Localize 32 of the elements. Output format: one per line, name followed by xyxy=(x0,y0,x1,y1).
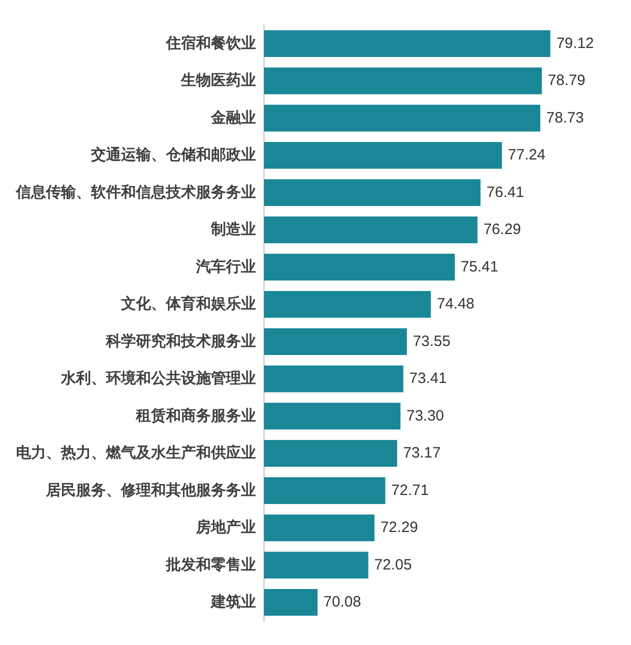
y-tick-label: 住宿和餐饮业 xyxy=(165,34,256,52)
data-label: 72.29 xyxy=(380,519,418,536)
y-tick-label: 租赁和商务服务业 xyxy=(135,406,256,424)
data-label: 73.41 xyxy=(409,370,447,388)
y-tick-label: 信息传输、软件和信息技术服务务业 xyxy=(15,184,256,201)
y-tick-label: 电力、热力、燃气及水生产和供应业 xyxy=(16,444,256,462)
data-label: 76.41 xyxy=(486,184,524,201)
data-label: 73.30 xyxy=(406,407,444,424)
data-label: 72.05 xyxy=(374,556,412,574)
data-label: 76.29 xyxy=(483,221,522,238)
y-tick-label: 文化、体育和娱乐业 xyxy=(120,294,256,313)
data-label: 74.48 xyxy=(436,296,474,313)
data-label: 77.24 xyxy=(508,146,546,164)
data-label: 78.73 xyxy=(546,109,584,126)
y-tick-label: 水利、环境和公共设施管理业 xyxy=(60,369,256,388)
data-label: 70.08 xyxy=(324,594,362,611)
data-label: 75.41 xyxy=(460,258,498,276)
y-tick-label: 房地产业 xyxy=(195,518,256,536)
y-tick-label: 制造业 xyxy=(210,221,256,238)
y-tick-label: 建筑业 xyxy=(210,594,256,611)
data-label: 73.17 xyxy=(403,444,441,462)
y-tick-label: 生物医药业 xyxy=(180,72,256,90)
y-tick-label: 交通运输、仓储和邮政业 xyxy=(90,146,256,164)
data-label: 78.79 xyxy=(548,72,586,90)
data-label: 72.71 xyxy=(391,482,429,499)
y-tick-label: 汽车行业 xyxy=(195,257,256,276)
y-tick-label: 金融业 xyxy=(210,109,256,126)
y-tick-label: 批发和零售业 xyxy=(165,556,256,574)
data-label: 73.55 xyxy=(412,332,450,350)
data-label: 79.12 xyxy=(556,34,594,52)
y-tick-label: 科学研究和技术服务业 xyxy=(105,332,256,350)
y-tick-label: 居民服务、修理和其他服务务业 xyxy=(45,482,256,499)
